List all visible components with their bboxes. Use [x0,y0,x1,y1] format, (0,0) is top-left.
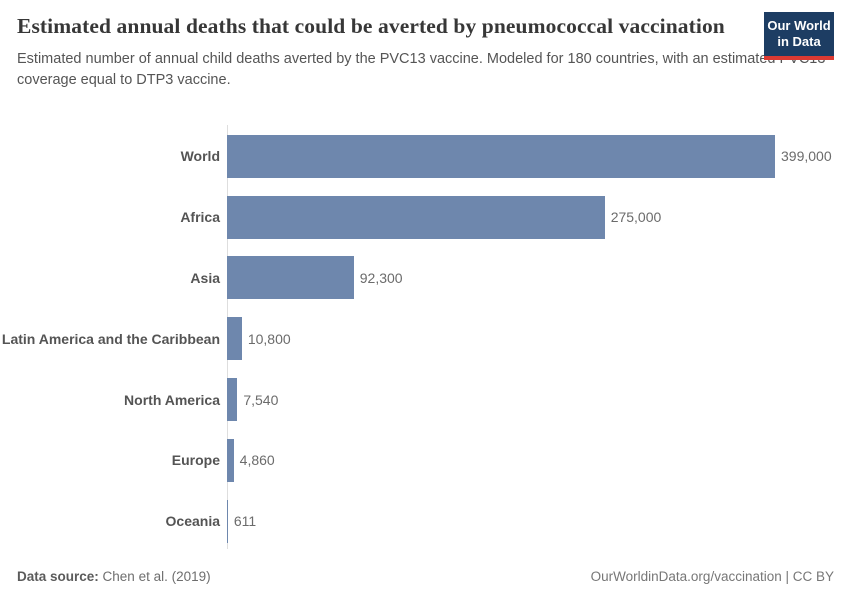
bar-chart: World 399,000 Africa 275,000 Asia 92,300… [0,125,850,551]
category-label: Latin America and the Caribbean [1,330,220,347]
data-source-label: Data source: [17,569,99,584]
bar[interactable] [227,499,228,543]
data-source-value: Chen et al. (2019) [102,569,211,584]
bar-row: World 399,000 [0,126,850,187]
data-source: Data source: Chen et al. (2019) [17,569,211,584]
bar[interactable] [227,317,242,361]
bar-row: North America 7,540 [0,369,850,430]
category-label: North America [124,391,220,408]
value-label: 399,000 [781,148,832,165]
category-label: Asia [190,269,220,286]
bar-row: Africa 275,000 [0,187,850,248]
value-label: 10,800 [247,330,291,347]
value-label: 611 [233,513,257,530]
chart-footer: Data source: Chen et al. (2019) OurWorld… [17,569,834,584]
owid-credit-link[interactable]: OurWorldinData.org/vaccination | CC BY [590,569,834,584]
value-label: 4,860 [239,452,275,469]
owid-logo-line2: in Data [777,34,821,50]
chart-title: Estimated annual deaths that could be av… [17,14,725,38]
bar-row: Europe 4,860 [0,430,850,491]
bar[interactable] [227,438,234,482]
category-label: World [180,148,220,165]
chart-subtitle: Estimated number of annual child deaths … [17,51,826,88]
chart-header: Estimated annual deaths that could be av… [17,12,834,91]
owid-logo-line1: Our World [767,18,831,33]
category-label: Europe [171,452,220,469]
value-label: 275,000 [610,209,662,226]
bar-row: Latin America and the Caribbean 10,800 [0,308,850,369]
bar[interactable] [227,256,354,300]
bar-row: Asia 92,300 [0,248,850,309]
category-label: Oceania [165,513,220,530]
value-label: 7,540 [243,391,279,408]
category-label: Africa [180,209,220,226]
bar[interactable] [227,195,605,239]
owid-logo[interactable]: Our World in Data [764,12,834,60]
bar[interactable] [227,378,238,422]
bar[interactable] [227,134,775,178]
value-label: 92,300 [359,269,403,286]
bar-row: Oceania 611 [0,491,850,552]
